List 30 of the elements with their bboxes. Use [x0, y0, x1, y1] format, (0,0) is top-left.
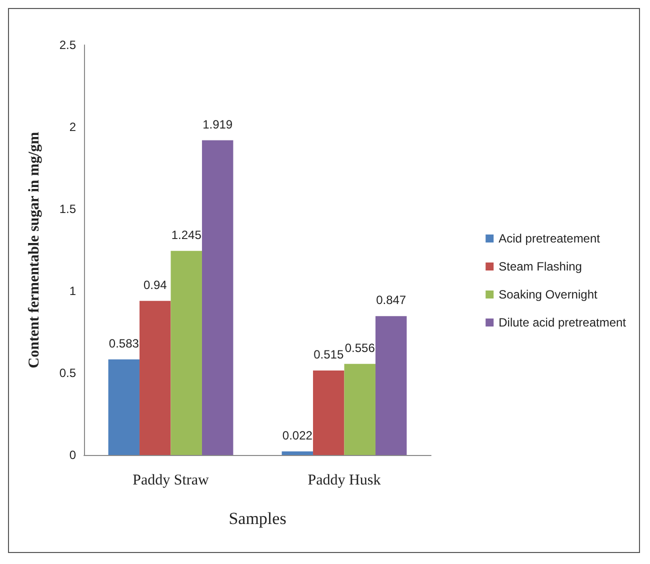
y-axis-title: Content fermentable sugar in mg/gm [26, 131, 42, 368]
y-tick-label: 0.5 [59, 366, 76, 380]
y-tick-label: 2.5 [59, 38, 76, 52]
bar [202, 140, 234, 455]
bar [282, 451, 314, 455]
bar [108, 359, 140, 455]
y-tick-label: 1.5 [59, 202, 76, 216]
x-tick-label: Paddy Straw [132, 472, 210, 488]
legend-label: Steam Flashing [498, 260, 582, 274]
legend-label: Dilute acid pretreatment [498, 316, 627, 330]
data-label: 0.847 [376, 293, 406, 308]
bar [375, 316, 407, 455]
bar [170, 250, 202, 455]
data-label: 1.245 [171, 228, 202, 242]
x-tick-label: Paddy Husk [308, 472, 382, 488]
data-label: 0.94 [143, 278, 168, 292]
data-label: 0.556 [344, 340, 376, 355]
legend-label: Acid pretreatement [498, 232, 601, 246]
legend-label: Soaking Overnight [498, 288, 598, 302]
y-tick-label: 0 [69, 448, 76, 462]
data-label: 0.515 [314, 348, 344, 362]
x-axis-title: Samples [228, 509, 286, 528]
y-tick-label: 2 [69, 120, 76, 134]
bar [313, 370, 344, 455]
bar [344, 364, 376, 455]
y-tick-label: 1 [69, 284, 76, 298]
data-label: 0.583 [108, 336, 140, 350]
bar [140, 300, 171, 455]
data-label: 1.919 [202, 117, 233, 132]
data-label: 0.022 [282, 428, 313, 442]
